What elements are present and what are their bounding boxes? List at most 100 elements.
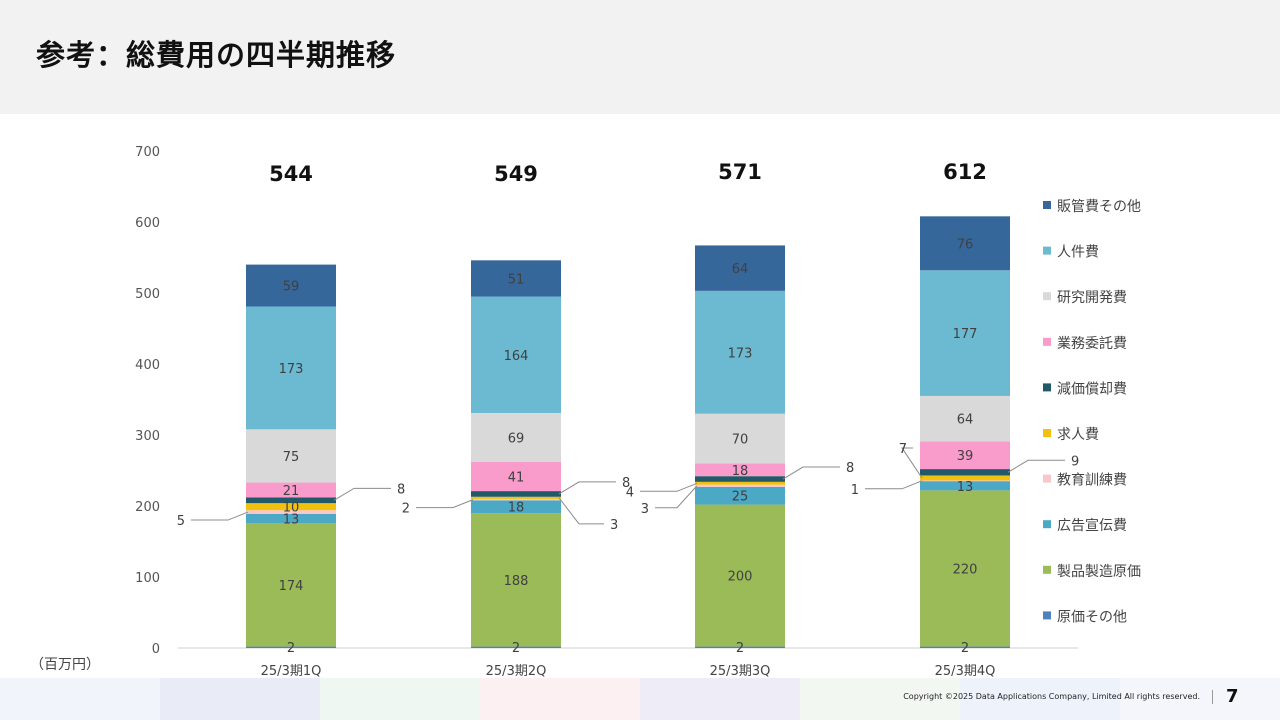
data-label: 70 bbox=[732, 433, 749, 448]
y-tick-label: 300 bbox=[135, 429, 160, 444]
x-tick-label: 25/3期4Q bbox=[935, 664, 996, 679]
callout-leader-line bbox=[655, 485, 698, 509]
bar-segment bbox=[920, 216, 1010, 271]
callout-leader-line bbox=[333, 487, 391, 501]
legend-swatch bbox=[1043, 565, 1051, 574]
bar-segment bbox=[695, 504, 785, 647]
callout-label: 3 bbox=[610, 518, 618, 533]
callout-leader-line bbox=[558, 497, 604, 525]
data-label: 173 bbox=[279, 362, 304, 377]
bar-segment bbox=[695, 413, 785, 464]
data-label: 174 bbox=[279, 579, 304, 594]
legend-swatch bbox=[1043, 246, 1051, 255]
bar-segment bbox=[471, 513, 561, 647]
data-label: 177 bbox=[953, 327, 978, 342]
legend-swatch bbox=[1043, 474, 1051, 483]
legend-label: 広告宣伝費 bbox=[1057, 518, 1127, 534]
data-label: 76 bbox=[957, 237, 974, 252]
data-label: 59 bbox=[283, 280, 300, 295]
callout-label: 3 bbox=[641, 502, 649, 517]
bar-segment bbox=[471, 496, 561, 499]
bar-segment bbox=[920, 469, 1010, 476]
bar-segment bbox=[920, 481, 1010, 491]
bar-segment bbox=[246, 523, 336, 647]
bar-segment bbox=[920, 480, 1010, 482]
data-label: 13 bbox=[283, 512, 300, 527]
callout-label: 4 bbox=[626, 485, 634, 500]
bar-segment bbox=[920, 490, 1010, 647]
footer-strip-segment bbox=[1120, 678, 1280, 720]
unit-label: （百万円） bbox=[30, 657, 100, 673]
page-number: 7 bbox=[1226, 686, 1239, 707]
total-label: 549 bbox=[494, 162, 538, 186]
bar-segment bbox=[695, 481, 785, 485]
data-label: 69 bbox=[508, 431, 525, 446]
legend-label: 求人費 bbox=[1057, 427, 1099, 443]
data-label: 75 bbox=[283, 450, 300, 465]
bar-segment bbox=[471, 260, 561, 297]
data-label: 13 bbox=[957, 480, 974, 495]
y-tick-label: 500 bbox=[135, 287, 160, 302]
callout-label: 9 bbox=[1071, 454, 1079, 469]
data-label: 51 bbox=[508, 272, 525, 287]
data-label: 164 bbox=[504, 349, 529, 364]
y-tick-label: 200 bbox=[135, 500, 160, 515]
callout-leader-line bbox=[558, 481, 616, 495]
callout-leader-line bbox=[191, 511, 249, 521]
legend-swatch bbox=[1043, 611, 1051, 620]
bar-segment bbox=[246, 510, 336, 514]
bar-segment bbox=[695, 476, 785, 482]
footer-strip-segment bbox=[0, 678, 160, 720]
legend-swatch bbox=[1043, 292, 1051, 301]
legend-swatch bbox=[1043, 201, 1051, 209]
data-label: 41 bbox=[508, 471, 525, 486]
bar-segment bbox=[695, 646, 785, 648]
page-title: 参考：総費用の四半期推移 bbox=[36, 38, 397, 72]
data-label: 173 bbox=[728, 346, 753, 361]
header-bar: 参考：総費用の四半期推移 bbox=[0, 0, 1280, 114]
x-tick-label: 25/3期3Q bbox=[710, 664, 771, 679]
callout-label: 7 bbox=[899, 442, 907, 457]
legend-swatch bbox=[1043, 429, 1051, 437]
bar-segment bbox=[695, 290, 785, 414]
callout-leader-line bbox=[901, 447, 923, 479]
data-label: 2 bbox=[961, 641, 969, 656]
bar-segment bbox=[246, 306, 336, 430]
callout-leader-line bbox=[640, 482, 698, 492]
x-tick-label: 25/3期1Q bbox=[261, 664, 322, 679]
bar-segment bbox=[471, 646, 561, 648]
callout-label: 1 bbox=[851, 483, 859, 498]
bar-segment bbox=[246, 503, 336, 511]
bar-segment bbox=[695, 463, 785, 477]
data-label: 200 bbox=[728, 570, 753, 585]
callout-label: 8 bbox=[622, 476, 630, 491]
callout-label: 5 bbox=[177, 514, 185, 529]
footer-strip-segment bbox=[640, 678, 800, 720]
total-label: 544 bbox=[269, 162, 313, 186]
legend-swatch bbox=[1043, 383, 1051, 392]
footer-strip-segment bbox=[320, 678, 480, 720]
data-label: 39 bbox=[957, 449, 974, 464]
callout-leader-line bbox=[865, 480, 923, 490]
bar-segment bbox=[471, 491, 561, 497]
legend-swatch bbox=[1043, 337, 1051, 346]
data-label: 21 bbox=[283, 484, 300, 499]
legend-label: 原価その他 bbox=[1057, 609, 1127, 625]
legend-swatch bbox=[1043, 520, 1051, 529]
bar-segment bbox=[471, 296, 561, 413]
bar-segment bbox=[920, 270, 1010, 396]
legend-label: 製品製造原価 bbox=[1057, 564, 1141, 580]
total-label: 571 bbox=[718, 160, 762, 184]
callout-leader-line bbox=[416, 499, 474, 509]
legend-label: 販管費その他 bbox=[1057, 199, 1141, 215]
y-tick-label: 400 bbox=[135, 358, 160, 373]
bar-segment bbox=[246, 513, 336, 524]
bar-segment bbox=[695, 245, 785, 291]
footer-strip-segment bbox=[960, 678, 1120, 720]
legend-label: 教育訓練費 bbox=[1057, 473, 1127, 489]
data-label: 2 bbox=[512, 641, 520, 656]
bar-segment bbox=[246, 264, 336, 307]
footer-strip-segment bbox=[160, 678, 320, 720]
data-label: 10 bbox=[283, 501, 300, 516]
